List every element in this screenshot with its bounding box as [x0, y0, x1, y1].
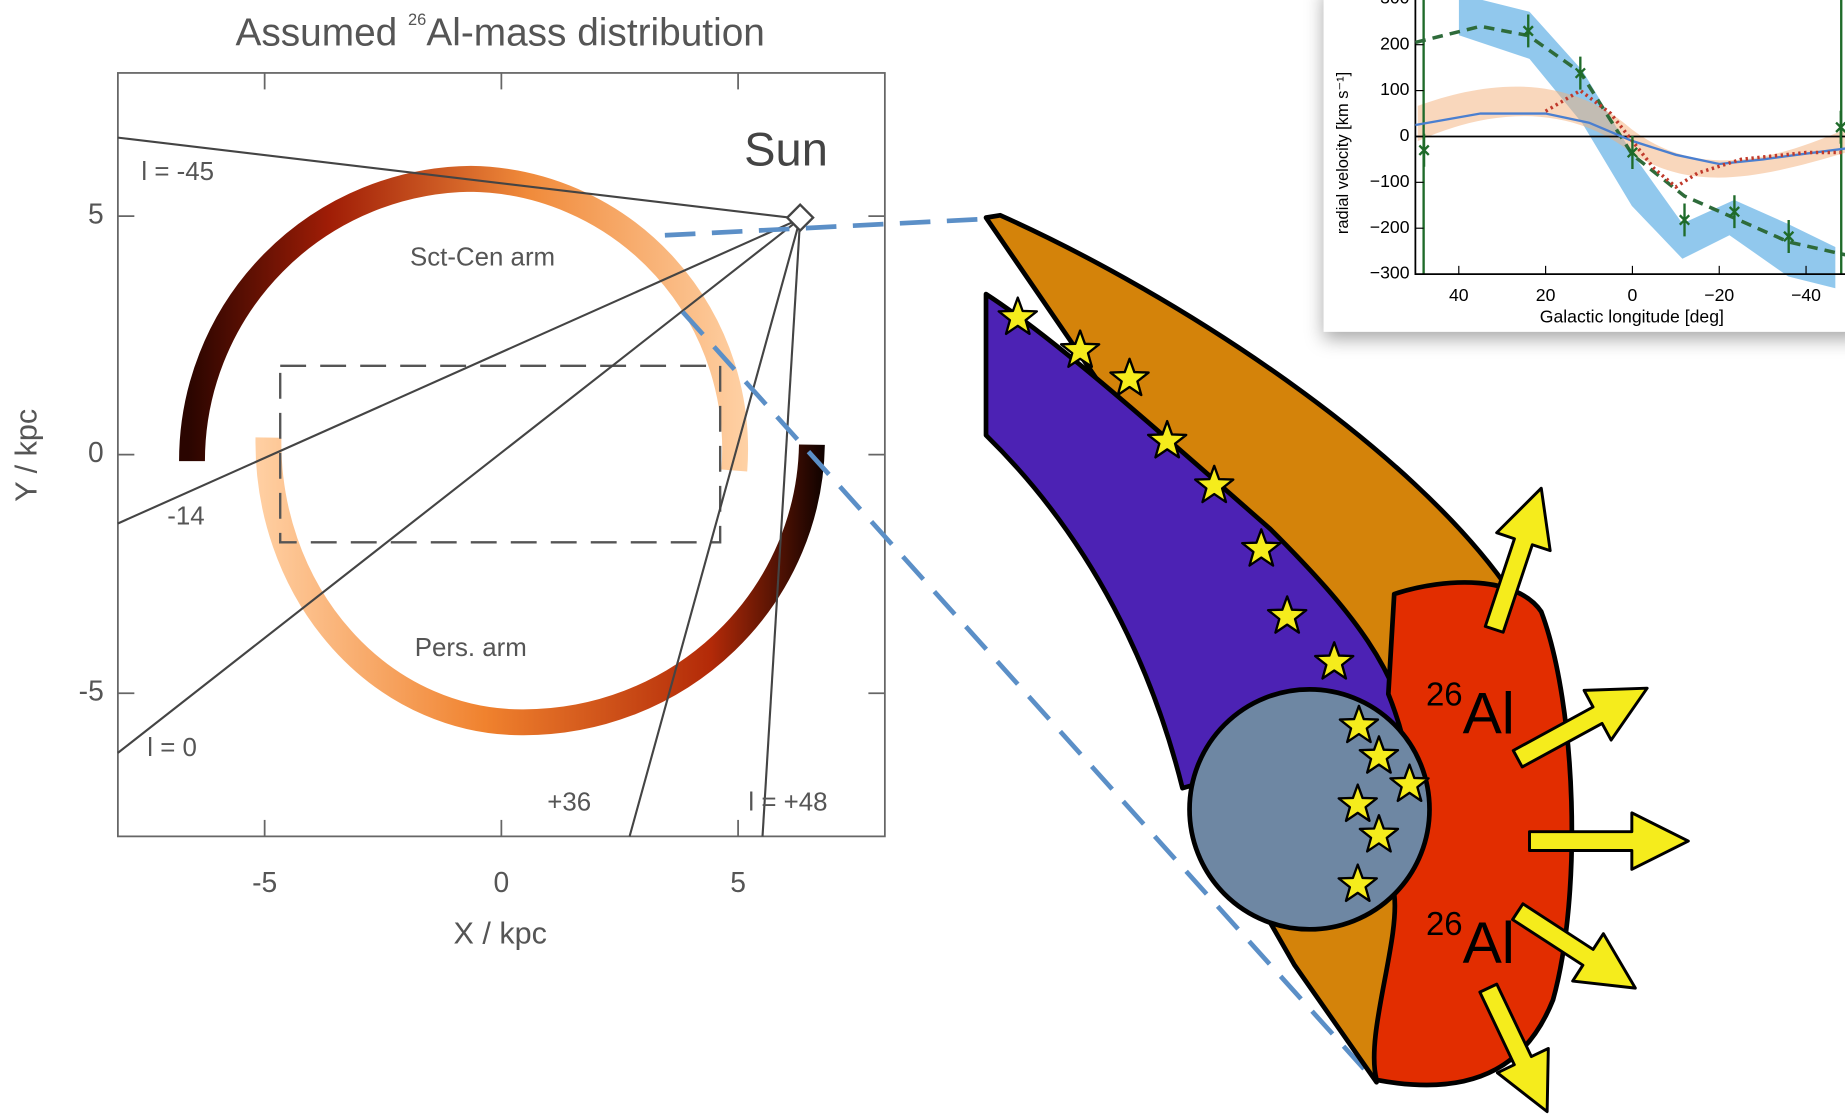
sun-label: Sun: [744, 122, 828, 175]
label-text: Al: [1463, 681, 1515, 746]
x-tick-label: 0: [1628, 285, 1638, 305]
arm-diagram: [986, 215, 1688, 1111]
zoom-line: [665, 219, 988, 235]
title-suffix: Al-mass distribution: [426, 12, 765, 55]
page: body { margin: 0; width: 1845px; height:…: [0, 0, 1845, 1114]
x-tick-label: 0: [494, 866, 510, 898]
title-superscript: 26: [408, 12, 426, 30]
sightline-label: l = +48: [748, 788, 827, 816]
sightline: [630, 219, 801, 837]
body: {"left_chart": {"type": "map", "title_pr…: [0, 0, 1845, 1114]
label-text: Al: [1463, 910, 1515, 975]
x-tick-label: −20: [1704, 285, 1734, 305]
galaxy-map: Assumed 26Al-mass distribution Sun Sct-C…: [10, 12, 885, 951]
figure: Assumed 26Al-mass distribution Sun Sct-C…: [0, 0, 1845, 1114]
perseus-arm: [268, 438, 812, 723]
label-superscript: 26: [1426, 675, 1463, 712]
x-tick-label: -5: [252, 866, 277, 898]
y-tick-label: −300: [1370, 263, 1410, 283]
chart-title: Assumed 26Al-mass distribution: [236, 12, 765, 55]
y-axis-label: Y / kpc: [10, 409, 44, 502]
gas-cloud: [1190, 689, 1430, 929]
sightline: [118, 138, 800, 219]
y-axis-label: radial velocity [km s⁻¹]: [1334, 72, 1352, 234]
x-tick-label: 20: [1536, 285, 1556, 305]
arm-label: Pers. arm: [415, 634, 527, 662]
sightline-label: +36: [547, 788, 591, 816]
x-tick-label: 40: [1449, 285, 1469, 305]
sightline-label: l = 0: [147, 734, 197, 762]
label-superscript: 26: [1426, 904, 1463, 941]
velocity-inset: Galactic longitude [deg] radial velocity…: [1324, 0, 1845, 332]
x-axis-label: X / kpc: [453, 916, 546, 950]
title-prefix: Assumed: [236, 12, 409, 55]
x-axis-label: Galactic longitude [deg]: [1540, 306, 1724, 326]
sightline-label: l = -45: [141, 158, 214, 186]
sightlines: [118, 138, 800, 837]
y-tick-label: 100: [1380, 79, 1410, 99]
y-tick-label: 0: [1400, 125, 1410, 145]
x-tick-label: 5: [730, 866, 746, 898]
y-tick-label: 5: [88, 198, 104, 230]
y-tick-label: −100: [1370, 171, 1410, 191]
arm-label: Sct-Cen arm: [410, 244, 555, 272]
y-tick-label: −200: [1370, 217, 1410, 237]
y-tick-label: -5: [79, 675, 104, 707]
sct-cen-arm: [192, 179, 735, 471]
y-tick-label: 300: [1380, 0, 1410, 7]
y-tick-label: 200: [1380, 33, 1410, 53]
sightline-label: -14: [167, 502, 204, 530]
x-tick-label: −40: [1791, 285, 1821, 305]
y-tick-label: 0: [88, 436, 104, 468]
